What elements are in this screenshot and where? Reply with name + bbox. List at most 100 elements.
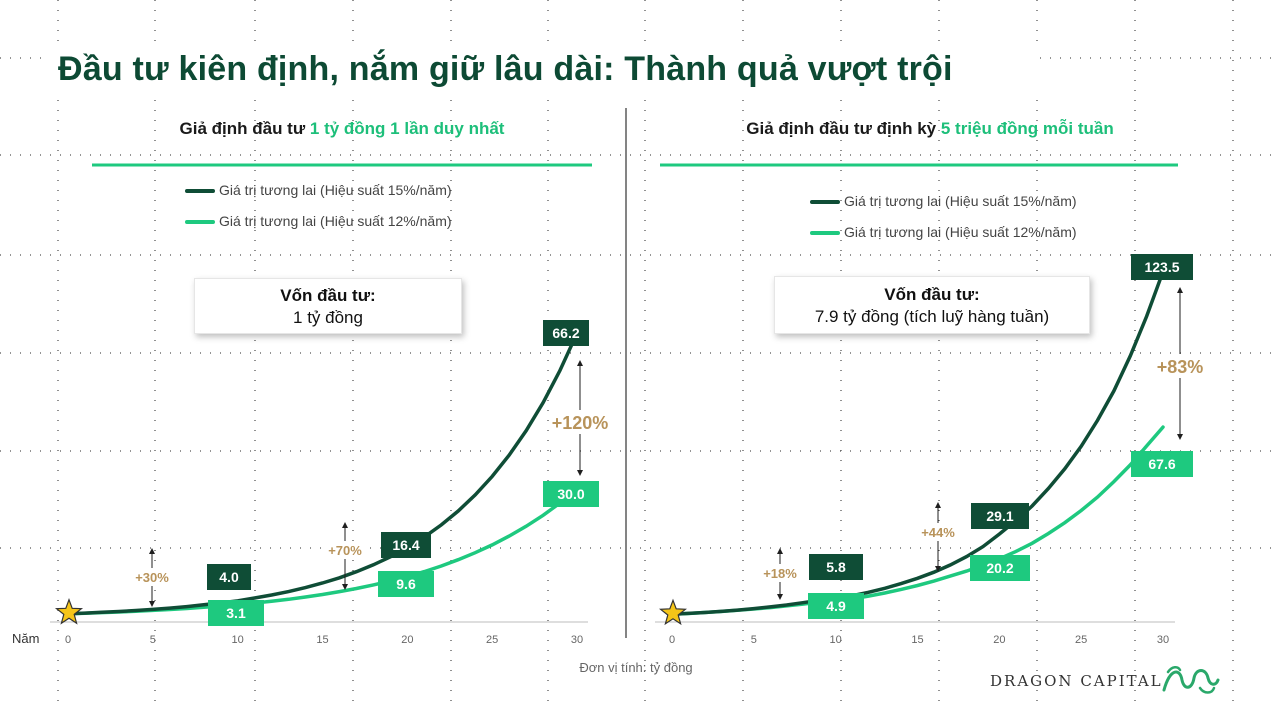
x-tick-label: 10: [232, 634, 244, 646]
value-label: 123.5: [1144, 259, 1179, 275]
legend-swatch-dark: [810, 200, 840, 205]
diff-label: +83%: [1157, 357, 1204, 377]
diff-label-backdrop: [551, 410, 609, 434]
diff-arrow-up-icon: [149, 548, 155, 554]
value-label-box: [543, 481, 599, 507]
panel-1-title-highlight: 1 tỷ đồng 1 lần duy nhất: [309, 119, 505, 138]
diff-label-backdrop: [758, 564, 802, 582]
x-tick-label: 25: [1075, 634, 1087, 646]
legend-2-item-2: Giá trị tương lai (Hiệu suất 12%/năm): [810, 224, 1077, 240]
diff-label-backdrop: [916, 523, 960, 541]
x-tick-label: 20: [401, 634, 413, 646]
capital-label-1: Vốn đầu tư:: [280, 286, 376, 305]
diff-label: +30%: [135, 570, 169, 585]
panel-1-title: Giả định đầu tư 1 tỷ đồng 1 lần duy nhất: [92, 119, 592, 139]
capital-box-2: Vốn đầu tư: 7.9 tỷ đồng (tích luỹ hàng t…: [774, 276, 1090, 334]
capital-value-1: 1 tỷ đồng: [293, 308, 363, 327]
value-label: 3.1: [226, 605, 246, 621]
x-tick-label: 5: [150, 634, 156, 646]
value-label: 67.6: [1148, 456, 1175, 472]
page-title: Đầu tư kiên định, nắm giữ lâu dài: Thành…: [58, 50, 953, 88]
x-tick-label: 5: [751, 634, 757, 646]
value-label: 30.0: [557, 486, 584, 502]
x-tick-label: 10: [830, 634, 842, 646]
value-label: 16.4: [392, 537, 419, 553]
legend-1-item-1: Giá trị tương lai (Hiệu suất 15%/năm): [185, 182, 452, 198]
unit-note: Đơn vị tính: tỷ đồng: [579, 660, 693, 675]
diff-arrow-down-icon: [935, 566, 941, 572]
value-label: 4.0: [219, 569, 239, 585]
title-backdrop: [50, 45, 1040, 95]
value-label: 20.2: [986, 560, 1013, 576]
diff-label-backdrop: [130, 568, 174, 586]
diff-arrow-up-icon: [1177, 287, 1183, 293]
brand-name: DRAGON CAPITAL: [990, 672, 1163, 690]
diff-label: +70%: [328, 543, 362, 558]
value-label: 4.9: [826, 598, 846, 614]
diff-label-backdrop: [1151, 354, 1209, 378]
dragon-logo-icon: [1162, 666, 1220, 694]
x-tick-label: 25: [486, 634, 498, 646]
series-line-15pct: [66, 331, 579, 616]
legend-2-item-1: Giá trị tương lai (Hiệu suất 15%/năm): [810, 193, 1077, 209]
x-tick-label: 15: [911, 634, 923, 646]
value-label-box: [543, 320, 589, 346]
panel-2-title: Giả định đầu tư định kỳ 5 triệu đồng mỗi…: [660, 119, 1200, 139]
legend-2-label-2: Giá trị tương lai (Hiệu suất 12%/năm): [844, 224, 1077, 240]
legend-2-label-1: Giá trị tương lai (Hiệu suất 15%/năm): [844, 193, 1077, 209]
value-label-box: [970, 555, 1030, 581]
legend-swatch-light: [185, 220, 215, 225]
x-tick-label: 20: [993, 634, 1005, 646]
diff-arrow-down-icon: [577, 470, 583, 476]
capital-label-2: Vốn đầu tư:: [884, 285, 980, 304]
diff-arrow-down-icon: [149, 601, 155, 607]
diff-arrow-up-icon: [577, 360, 583, 366]
value-label: 66.2: [552, 325, 579, 341]
legend-swatch-dark: [185, 189, 215, 194]
diff-arrow-down-icon: [1177, 434, 1183, 440]
diff-arrow-up-icon: [777, 548, 783, 554]
panel-1-title-prefix: Giả định đầu tư: [179, 119, 310, 138]
value-label-box: [1131, 451, 1193, 477]
legend-1-label-2: Giá trị tương lai (Hiệu suất 12%/năm): [219, 213, 452, 229]
start-star-icon: [658, 598, 688, 626]
legend-1-label-1: Giá trị tương lai (Hiệu suất 15%/năm): [219, 182, 452, 198]
value-label-box: [809, 554, 863, 580]
diff-arrow-up-icon: [935, 502, 941, 508]
value-label-box: [808, 593, 864, 619]
value-label-box: [378, 571, 434, 597]
value-label: 29.1: [986, 508, 1013, 524]
legend-swatch-light: [810, 231, 840, 236]
diff-arrow-down-icon: [777, 594, 783, 600]
value-label-box: [207, 564, 251, 590]
series-line-12pct: [670, 425, 1165, 617]
value-label-box: [381, 532, 431, 558]
diff-label: +44%: [921, 525, 955, 540]
diff-arrow-down-icon: [342, 584, 348, 590]
diff-label: +120%: [552, 413, 609, 433]
value-label-box: [1131, 254, 1193, 280]
diff-label-backdrop: [323, 541, 367, 559]
x-tick-label: 15: [316, 634, 328, 646]
x-tick-label: 30: [571, 634, 583, 646]
panel-2-title-highlight: 5 triệu đồng mỗi tuần: [940, 119, 1114, 138]
start-star-icon: [54, 597, 84, 625]
panel-2-title-prefix: Giả định đầu tư định kỳ: [746, 119, 941, 138]
diff-label: +18%: [763, 566, 797, 581]
value-label: 5.8: [826, 559, 846, 575]
value-label-box: [208, 600, 264, 626]
value-label-box: [971, 503, 1029, 529]
capital-value-2: 7.9 tỷ đồng (tích luỹ hàng tuần): [814, 307, 1050, 326]
capital-box-1: Vốn đầu tư: 1 tỷ đồng: [194, 278, 462, 334]
x-tick-label: 30: [1157, 634, 1169, 646]
x-tick-label: 0: [669, 634, 675, 646]
year-axis-label: Năm: [12, 631, 40, 646]
legend-1-item-2: Giá trị tương lai (Hiệu suất 12%/năm): [185, 213, 452, 229]
value-label: 9.6: [396, 576, 416, 592]
series-line-15pct: [670, 269, 1165, 617]
diff-arrow-up-icon: [342, 522, 348, 528]
x-tick-label: 0: [65, 634, 71, 646]
